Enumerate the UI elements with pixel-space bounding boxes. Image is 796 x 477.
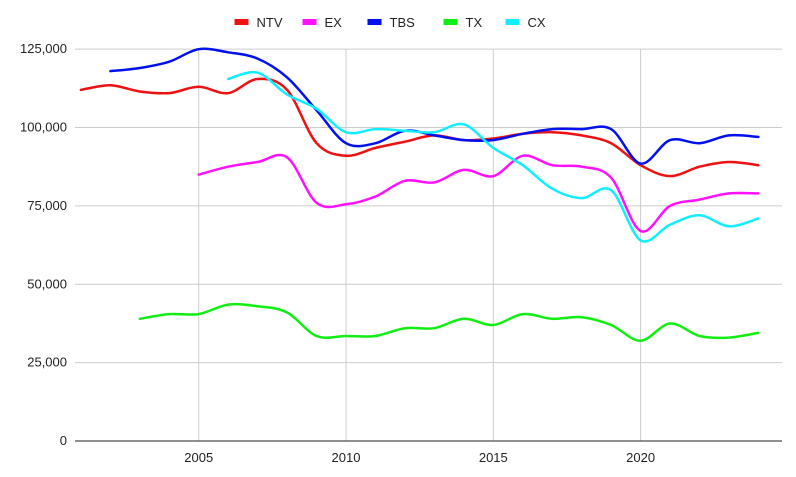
- legend-label-tbs: TBS: [390, 15, 416, 30]
- axes: 0 25,000 50,000 75,000 100,000 125,000 2005 201…: [20, 41, 782, 465]
- legend-label-ntv: NTV: [257, 15, 283, 30]
- legend-swatch-cx: [505, 19, 520, 25]
- legend-label-ex: EX: [325, 15, 343, 30]
- y-tick-label: 25,000: [27, 355, 67, 370]
- series-line-tx: [138, 302, 760, 342]
- series-lines: [79, 47, 760, 342]
- series-line-ntv: [79, 77, 760, 178]
- x-tick-label: 2010: [332, 450, 361, 465]
- x-tick-label: 2005: [184, 450, 213, 465]
- legend-swatch-ex: [302, 19, 317, 25]
- y-tick-label: 125,000: [20, 41, 67, 56]
- legend-swatch-ntv: [234, 19, 249, 25]
- y-tick-label: 75,000: [27, 198, 67, 213]
- legend: NTV EX TBS TX CX: [234, 15, 546, 30]
- series-line-tbs: [109, 47, 760, 165]
- x-tick-label: 2015: [479, 450, 508, 465]
- y-tick-label: 0: [60, 433, 67, 448]
- legend-swatch-tbs: [367, 19, 382, 25]
- grid-lines: [75, 48, 782, 441]
- legend-label-cx: CX: [528, 15, 546, 30]
- legend-swatch-tx: [443, 19, 458, 25]
- legend-label-tx: TX: [466, 15, 483, 30]
- series-line-ex: [197, 153, 760, 233]
- series-line-cx: [226, 70, 760, 243]
- x-tick-label: 2020: [626, 450, 655, 465]
- y-tick-label: 100,000: [20, 120, 67, 135]
- y-tick-label: 50,000: [27, 276, 67, 291]
